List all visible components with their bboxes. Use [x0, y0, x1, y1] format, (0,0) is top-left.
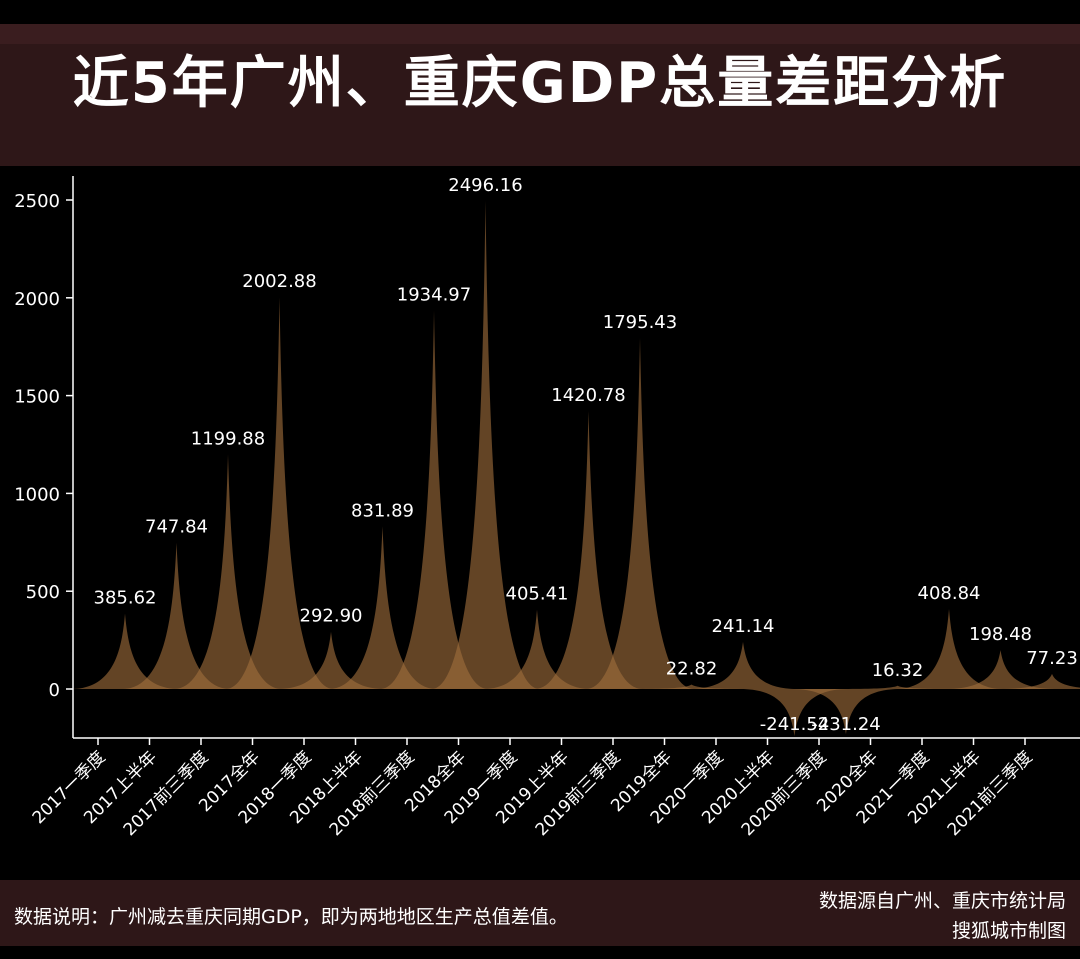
value-label-7: 2496.16: [448, 175, 522, 196]
peak-9: [534, 411, 643, 689]
value-label-3: 2002.88: [242, 271, 316, 292]
peak-3: [225, 297, 334, 689]
peak-11: [637, 684, 746, 689]
y-tick-label-1: 500: [26, 582, 60, 603]
chart-area: 050010001500200025002017一季度2017上半年2017前三…: [14, 175, 1080, 840]
value-label-5: 831.89: [351, 500, 414, 521]
peak-16: [895, 609, 1003, 689]
peak-10: [586, 337, 694, 689]
y-tick-label-2: 1000: [14, 484, 60, 505]
labels-layer: 385.62 747.84 1199.88 2002.88 292.90 831.89 19…: [94, 175, 1078, 735]
source-line: 数据源自广州、重庆市统计局: [818, 890, 1066, 912]
value-label-1: 747.84: [145, 517, 208, 538]
value-label-14: -231.24: [811, 714, 880, 735]
value-label-15: 16.32: [872, 660, 924, 681]
value-label-17: 198.48: [969, 624, 1032, 645]
value-label-2: 1199.88: [191, 428, 265, 449]
axes-layer: 050010001500200025002017一季度2017上半年2017前三…: [14, 176, 1080, 840]
y-tick-label-4: 2000: [14, 289, 60, 310]
header-top-band: [0, 24, 1080, 44]
y-tick-label-3: 1500: [14, 387, 60, 408]
peak-18: [998, 673, 1080, 689]
peaks-layer: [71, 200, 1080, 737]
footer-note: 数据说明：广州减去重庆同期GDP，即为两地地区生产总值差值。: [14, 906, 568, 928]
y-tick-label-5: 2500: [14, 191, 60, 212]
value-label-13: -241.54: [760, 714, 829, 735]
credit-line: 搜狐城市制图: [951, 920, 1066, 942]
value-label-9: 1420.78: [551, 385, 625, 406]
peak-2: [174, 454, 282, 689]
peak-1: [122, 542, 231, 689]
chart-title: 近5年广州、重庆GDP总量差距分析: [72, 51, 1008, 116]
peak-8: [483, 609, 591, 689]
peak-5: [328, 526, 437, 689]
peak-4: [277, 631, 385, 689]
peak-7: [431, 200, 540, 689]
footer-source: 数据源自广州、重庆市统计局 搜狐城市制图: [819, 886, 1066, 946]
peak-12: [689, 641, 797, 689]
y-tick-label-0: 0: [49, 680, 60, 701]
peak-0: [71, 613, 179, 689]
peak-13: [740, 689, 849, 737]
value-label-0: 385.62: [94, 588, 157, 609]
value-label-8: 405.41: [506, 584, 569, 605]
header-bar: [0, 24, 1080, 166]
value-label-12: 241.14: [712, 616, 775, 637]
value-label-16: 408.84: [918, 583, 981, 604]
peak-17: [946, 650, 1055, 689]
value-label-10: 1795.43: [603, 312, 677, 333]
value-label-6: 1934.97: [397, 285, 471, 306]
value-label-11: 22.82: [666, 659, 718, 680]
footer-bar: [0, 880, 1080, 946]
value-label-18: 77.23: [1026, 648, 1078, 669]
peak-14: [792, 689, 900, 735]
peak-6: [380, 310, 488, 689]
peak-15: [843, 685, 952, 689]
value-label-4: 292.90: [300, 606, 363, 627]
